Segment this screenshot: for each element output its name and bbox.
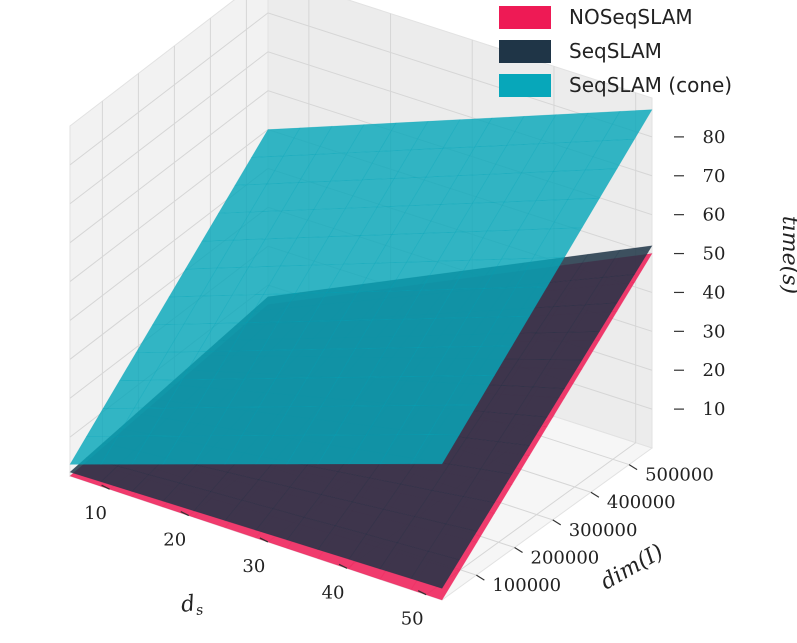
y-tick-label: 100000 bbox=[492, 575, 561, 596]
x-tick-mark bbox=[101, 484, 110, 490]
surface-patch bbox=[602, 245, 653, 278]
y-tick-label: 400000 bbox=[607, 492, 676, 513]
x-axis-title: ds bbox=[179, 590, 204, 621]
legend-label: SeqSLAM (cone) bbox=[569, 73, 733, 97]
surface-seqslam-cone bbox=[69, 109, 653, 465]
legend-swatch-seqslam-cone bbox=[499, 73, 551, 97]
x-tick-label: 20 bbox=[163, 530, 186, 551]
legend-swatch-seqslam bbox=[499, 39, 551, 63]
y-tick-mark bbox=[590, 491, 600, 498]
surface-patch bbox=[602, 109, 653, 142]
x-tick-mark bbox=[417, 590, 427, 596]
x-tick-label: 10 bbox=[84, 503, 107, 524]
axis-ticks: 10 20 30 40 50 100000 200000 300000 400000 500000… bbox=[84, 127, 725, 630]
y-axis-title: dim(I) bbox=[597, 540, 668, 596]
z-tick-label: 80 bbox=[703, 127, 726, 148]
x-tick-label: 40 bbox=[322, 582, 345, 603]
legend-label: SeqSLAM bbox=[569, 39, 662, 63]
legend-swatch-noseqslam bbox=[499, 5, 551, 29]
y-tick-label: 500000 bbox=[645, 465, 714, 486]
z-tick-label: 70 bbox=[703, 166, 726, 187]
y-tick-label: 300000 bbox=[569, 520, 638, 541]
z-tick-label: 10 bbox=[703, 399, 726, 420]
legend: NOSeqSLAM SeqSLAM SeqSLAM (cone) bbox=[499, 0, 749, 102]
z-tick-label: 60 bbox=[703, 205, 726, 226]
legend-label: NOSeqSLAM bbox=[569, 5, 693, 29]
legend-item-noseqslam: NOSeqSLAM bbox=[499, 0, 749, 34]
legend-item-seqslam: SeqSLAM bbox=[499, 34, 749, 68]
x-tick-label: 30 bbox=[242, 556, 265, 577]
x-tick-mark bbox=[259, 537, 269, 543]
y-tick-label: 200000 bbox=[531, 547, 600, 568]
y-tick-mark bbox=[514, 546, 523, 553]
y-tick-mark bbox=[476, 574, 485, 581]
legend-item-seqslam-cone: SeqSLAM (cone) bbox=[499, 68, 749, 102]
z-tick-label: 50 bbox=[703, 244, 726, 265]
x-tick-label: 50 bbox=[401, 609, 424, 630]
x-tick-mark bbox=[180, 511, 189, 517]
x-tick-mark bbox=[338, 563, 348, 569]
z-axis-title: time(s) bbox=[777, 216, 797, 294]
y-tick-mark bbox=[628, 464, 638, 471]
z-tick-label: 20 bbox=[703, 360, 726, 381]
z-tick-label: 30 bbox=[703, 321, 726, 342]
surfaces bbox=[69, 109, 653, 601]
y-tick-mark bbox=[552, 519, 562, 526]
z-tick-label: 40 bbox=[703, 282, 726, 303]
